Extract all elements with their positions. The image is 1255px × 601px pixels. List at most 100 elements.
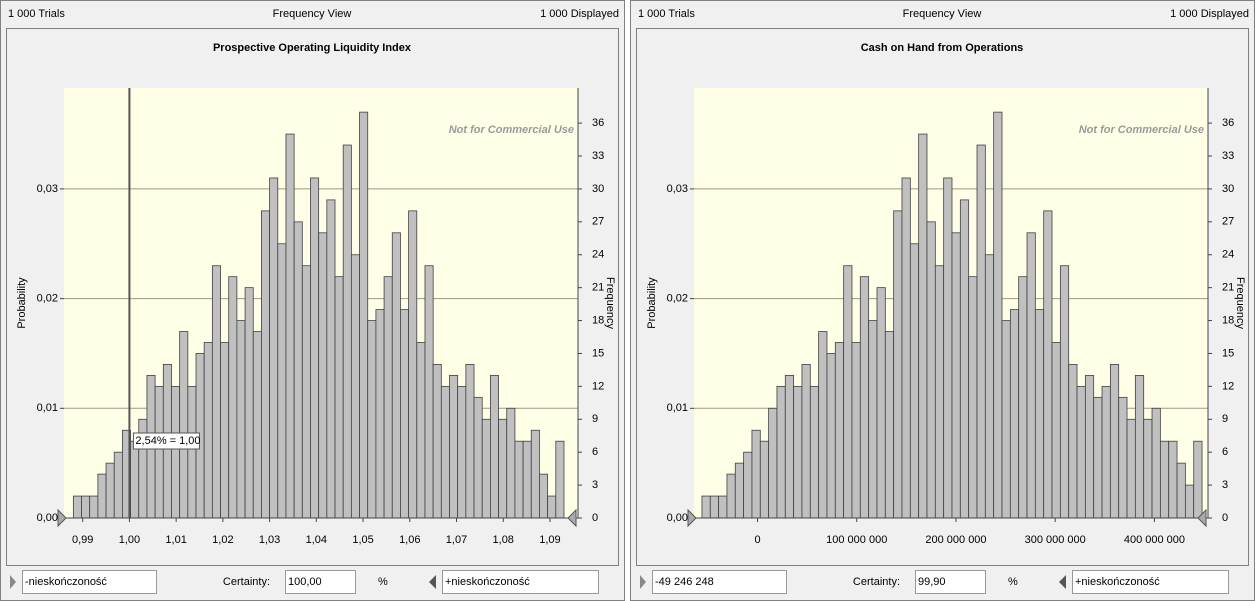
lower-arrow[interactable] bbox=[10, 575, 16, 589]
y-tick-label: 6 bbox=[592, 446, 598, 458]
bar bbox=[1151, 407, 1161, 519]
bar bbox=[391, 232, 401, 519]
upper-grabber[interactable] bbox=[567, 508, 577, 528]
bar bbox=[555, 440, 565, 519]
bar bbox=[514, 440, 524, 519]
view-label: Frequency View bbox=[273, 8, 352, 20]
bar bbox=[211, 265, 221, 519]
bar bbox=[726, 473, 736, 519]
bar bbox=[244, 287, 254, 519]
trials-label: 1 000 Trials bbox=[638, 8, 695, 20]
x-tick-label: 1,07 bbox=[446, 534, 467, 546]
x-tick-label: 1,09 bbox=[539, 534, 560, 546]
upper-arrow[interactable] bbox=[1059, 575, 1066, 589]
bar bbox=[1176, 462, 1186, 519]
upper-input[interactable] bbox=[442, 570, 599, 594]
bar bbox=[1109, 364, 1120, 519]
bar bbox=[1159, 440, 1170, 519]
y-tick-label: 0 bbox=[1222, 512, 1228, 524]
bar bbox=[473, 396, 483, 519]
bar bbox=[768, 407, 778, 519]
view-label: Frequency View bbox=[903, 8, 982, 20]
y-tick-label: 15 bbox=[1222, 347, 1234, 359]
y-tick-label: 12 bbox=[592, 380, 604, 392]
bar bbox=[1084, 374, 1095, 519]
bar bbox=[293, 221, 303, 519]
bar bbox=[943, 177, 953, 519]
x-tick-label: 200 000 000 bbox=[925, 534, 986, 546]
lower-grabber[interactable] bbox=[57, 508, 67, 528]
x-tick-label: 0,99 bbox=[72, 534, 93, 546]
bar bbox=[113, 451, 123, 519]
bar bbox=[884, 331, 895, 519]
x-tick-label: 1,04 bbox=[306, 534, 327, 546]
bar bbox=[89, 495, 99, 519]
bar bbox=[984, 254, 995, 519]
displayed-label: 1 000 Displayed bbox=[1170, 8, 1249, 20]
bar bbox=[1059, 265, 1070, 519]
y-tick-label: 9 bbox=[592, 413, 598, 425]
upper-value: +nieskończoność bbox=[445, 576, 530, 588]
bar bbox=[383, 276, 393, 519]
bar bbox=[818, 331, 828, 519]
x-tick-label: 300 000 000 bbox=[1025, 534, 1086, 546]
bar bbox=[457, 385, 467, 519]
bar bbox=[1009, 309, 1020, 519]
x-tick-label: 1,02 bbox=[212, 534, 233, 546]
y2-tick-label: 0,00 bbox=[37, 512, 58, 524]
bar bbox=[220, 342, 230, 519]
certainty-input[interactable] bbox=[915, 570, 986, 594]
y-tick-label: 0 bbox=[592, 512, 598, 524]
bar bbox=[1193, 440, 1203, 519]
bar bbox=[1018, 276, 1028, 519]
x-tick-label: 1,03 bbox=[259, 534, 280, 546]
y-tick-label: 33 bbox=[1222, 150, 1234, 162]
bar bbox=[179, 331, 189, 519]
y-tick-label: 3 bbox=[1222, 479, 1228, 491]
x-tick-label: 1,01 bbox=[165, 534, 186, 546]
bar bbox=[334, 276, 344, 519]
bar bbox=[285, 133, 295, 519]
bar bbox=[851, 342, 861, 519]
bar bbox=[252, 331, 262, 519]
bar bbox=[926, 221, 936, 519]
bar bbox=[801, 364, 811, 519]
bar bbox=[130, 440, 140, 519]
upper-grabber[interactable] bbox=[1197, 508, 1207, 528]
trials-label: 1 000 Trials bbox=[8, 8, 65, 20]
y2-tick-label: 0,02 bbox=[667, 293, 688, 305]
bar bbox=[1043, 210, 1053, 519]
lower-input[interactable] bbox=[22, 570, 157, 594]
bar bbox=[310, 177, 320, 519]
lower-grabber[interactable] bbox=[687, 508, 697, 528]
lower-input[interactable] bbox=[652, 570, 787, 594]
bar bbox=[701, 495, 711, 519]
bar bbox=[301, 265, 311, 519]
y-tick-label: 18 bbox=[1222, 314, 1234, 326]
bar bbox=[709, 495, 720, 519]
y-axis-title: Frequency bbox=[604, 277, 616, 329]
y-tick-label: 24 bbox=[592, 249, 604, 261]
bar bbox=[97, 473, 107, 519]
bar bbox=[367, 320, 377, 519]
lower-arrow[interactable] bbox=[640, 575, 646, 589]
bar bbox=[261, 210, 271, 519]
bar bbox=[228, 276, 238, 519]
bar bbox=[1126, 418, 1136, 519]
certainty-unit: % bbox=[378, 576, 388, 588]
certainty-input[interactable] bbox=[285, 570, 356, 594]
y-tick-label: 3 bbox=[592, 479, 598, 491]
bar bbox=[1168, 440, 1178, 519]
bar bbox=[408, 210, 418, 519]
upper-input[interactable] bbox=[1072, 570, 1229, 594]
bar bbox=[105, 462, 115, 519]
certainty-unit: % bbox=[1008, 576, 1018, 588]
bar bbox=[72, 495, 82, 519]
bar bbox=[465, 364, 475, 519]
y-tick-label: 21 bbox=[1222, 282, 1234, 294]
bar bbox=[776, 385, 786, 519]
upper-arrow[interactable] bbox=[429, 575, 436, 589]
bar bbox=[976, 144, 986, 519]
bar bbox=[1093, 396, 1103, 519]
bar bbox=[734, 462, 745, 519]
